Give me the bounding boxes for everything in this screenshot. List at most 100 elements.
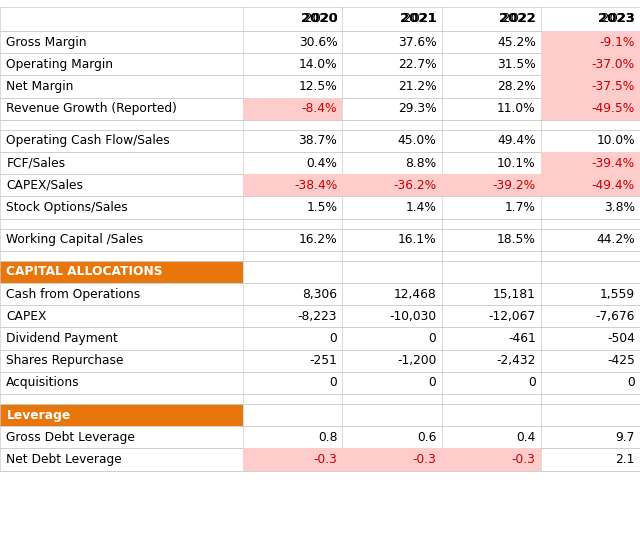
Text: -10,030: -10,030: [389, 310, 436, 323]
Text: -37.5%: -37.5%: [591, 80, 635, 93]
Text: 31.5%: 31.5%: [497, 58, 536, 71]
Text: Working Capital /Sales: Working Capital /Sales: [6, 233, 143, 246]
Text: 12.5%: 12.5%: [298, 80, 337, 93]
Bar: [0, 152, 640, 174]
Text: 38.7%: 38.7%: [298, 134, 337, 148]
Bar: [0, 75, 640, 98]
Bar: [243, 261, 640, 283]
Bar: [0, 283, 640, 305]
Text: 2.1: 2.1: [616, 453, 635, 466]
Text: Gross Debt Leverage: Gross Debt Leverage: [6, 431, 135, 444]
Text: 2023: 2023: [598, 12, 635, 26]
Bar: [442, 174, 541, 196]
Text: -0.3: -0.3: [314, 453, 337, 466]
Bar: [541, 174, 640, 196]
Text: 0.4%: 0.4%: [307, 157, 337, 170]
Text: FCF/Sales: FCF/Sales: [6, 157, 65, 170]
Text: 2020: 2020: [301, 12, 337, 26]
Text: 21.2%: 21.2%: [398, 80, 436, 93]
Bar: [0, 394, 640, 404]
Text: -504: -504: [607, 332, 635, 345]
Text: 15,181: 15,181: [493, 287, 536, 301]
Text: Cash from Operations: Cash from Operations: [6, 287, 141, 301]
Text: 1.7%: 1.7%: [505, 201, 536, 214]
Text: 18.5%: 18.5%: [497, 233, 536, 246]
Text: 22.7%: 22.7%: [398, 58, 436, 71]
Text: Acquisitions: Acquisitions: [6, 376, 80, 390]
Bar: [243, 174, 342, 196]
Text: Net Margin: Net Margin: [6, 80, 74, 93]
Text: 29.3%: 29.3%: [398, 102, 436, 115]
Text: Net Debt Leverage: Net Debt Leverage: [6, 453, 122, 466]
Bar: [0, 219, 640, 229]
Bar: [541, 31, 640, 53]
Text: -8.4%: -8.4%: [302, 102, 337, 115]
Text: -9.1%: -9.1%: [600, 36, 635, 49]
Bar: [541, 75, 640, 98]
Text: 30.6%: 30.6%: [299, 36, 337, 49]
Text: 0.6: 0.6: [417, 431, 436, 444]
Text: Operating Margin: Operating Margin: [6, 58, 113, 71]
Text: CAPEX/Sales: CAPEX/Sales: [6, 179, 83, 192]
Bar: [0, 251, 640, 261]
Bar: [243, 404, 640, 426]
Text: Stock Options/Sales: Stock Options/Sales: [6, 201, 128, 214]
Bar: [0, 305, 640, 327]
Text: -39.2%: -39.2%: [493, 179, 536, 192]
Bar: [0, 120, 640, 130]
Text: Revenue Growth (Reported): Revenue Growth (Reported): [6, 102, 177, 115]
Bar: [0, 229, 640, 251]
Text: -251: -251: [309, 354, 337, 367]
Text: Dividend Payment: Dividend Payment: [6, 332, 118, 345]
Text: 9.7: 9.7: [616, 431, 635, 444]
Text: 45.0%: 45.0%: [397, 134, 436, 148]
Text: 0: 0: [330, 376, 337, 390]
Text: 16.1%: 16.1%: [398, 233, 436, 246]
Bar: [0, 7, 640, 31]
Text: 0.4: 0.4: [516, 431, 536, 444]
Bar: [0, 426, 640, 448]
Text: 8,306: 8,306: [302, 287, 337, 301]
Bar: [0, 31, 640, 53]
Text: 0: 0: [627, 376, 635, 390]
Text: 3.8%: 3.8%: [604, 201, 635, 214]
Text: -1,200: -1,200: [397, 354, 436, 367]
Text: 0: 0: [528, 376, 536, 390]
Text: 10.1%: 10.1%: [497, 157, 536, 170]
Text: 0: 0: [429, 376, 436, 390]
Text: 2020: 2020: [303, 12, 337, 26]
Text: Shares Repurchase: Shares Repurchase: [6, 354, 124, 367]
Bar: [0, 404, 243, 426]
Text: -37.0%: -37.0%: [592, 58, 635, 71]
Text: 0: 0: [330, 332, 337, 345]
Text: 1,559: 1,559: [600, 287, 635, 301]
Text: -38.4%: -38.4%: [294, 179, 337, 192]
Text: 45.2%: 45.2%: [497, 36, 536, 49]
Text: -2,432: -2,432: [496, 354, 536, 367]
Text: 49.4%: 49.4%: [497, 134, 536, 148]
Bar: [243, 448, 342, 471]
Bar: [0, 53, 640, 75]
Text: 1.4%: 1.4%: [406, 201, 436, 214]
Text: -8,223: -8,223: [298, 310, 337, 323]
Text: 2023: 2023: [601, 12, 635, 26]
Bar: [0, 174, 640, 196]
Text: -39.4%: -39.4%: [592, 157, 635, 170]
Bar: [541, 53, 640, 75]
Text: 12,468: 12,468: [394, 287, 436, 301]
Text: -0.3: -0.3: [413, 453, 436, 466]
Text: Gross Margin: Gross Margin: [6, 36, 87, 49]
Text: 16.2%: 16.2%: [299, 233, 337, 246]
Text: -12,067: -12,067: [488, 310, 536, 323]
Bar: [243, 98, 342, 120]
Text: CAPITAL ALLOCATIONS: CAPITAL ALLOCATIONS: [6, 265, 163, 279]
Text: 1.5%: 1.5%: [307, 201, 337, 214]
Text: 14.0%: 14.0%: [299, 58, 337, 71]
Bar: [0, 98, 640, 120]
Text: 28.2%: 28.2%: [497, 80, 536, 93]
Bar: [342, 174, 442, 196]
Text: -49.5%: -49.5%: [591, 102, 635, 115]
Text: 2021: 2021: [400, 12, 436, 26]
Text: CAPEX: CAPEX: [6, 310, 47, 323]
Text: -425: -425: [607, 354, 635, 367]
